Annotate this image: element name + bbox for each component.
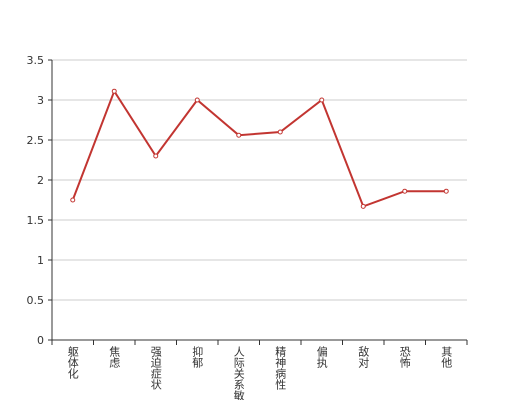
- point: [236, 132, 242, 138]
- x-tick-label: 抑郁: [191, 345, 204, 368]
- x-tick-label: 强迫症状: [149, 346, 162, 390]
- x-tick-label: 恐怖: [398, 346, 411, 368]
- point: [319, 97, 325, 103]
- y-tick-label: 3.5: [27, 54, 45, 67]
- point: [443, 188, 449, 194]
- point: [360, 203, 366, 209]
- y-tick-label: 2.5: [27, 134, 45, 147]
- point: [70, 197, 76, 203]
- x-tick-label: 精神病性: [274, 346, 287, 391]
- point: [402, 188, 408, 194]
- x-tick-label: 敌对: [357, 345, 370, 368]
- x-tick-label: 人际关系敏感: [232, 346, 245, 400]
- point: [111, 88, 117, 94]
- x-tick-label: 其他: [440, 346, 453, 368]
- x-tick-label: 焦虑: [108, 346, 121, 368]
- y-tick-label: 1.5: [27, 214, 45, 227]
- y-tick-label: 3: [37, 94, 44, 107]
- point: [277, 129, 283, 135]
- point: [153, 153, 159, 159]
- x-tick-label: 躯体化: [66, 346, 79, 380]
- y-tick-label: 1: [37, 254, 44, 267]
- y-tick-label: 0: [37, 334, 44, 347]
- y-tick-label: 0.5: [27, 294, 45, 307]
- x-tick-label: 偏执: [315, 345, 328, 369]
- line: [71, 88, 447, 208]
- y-tick-label: 2: [37, 174, 44, 187]
- point: [194, 97, 200, 103]
